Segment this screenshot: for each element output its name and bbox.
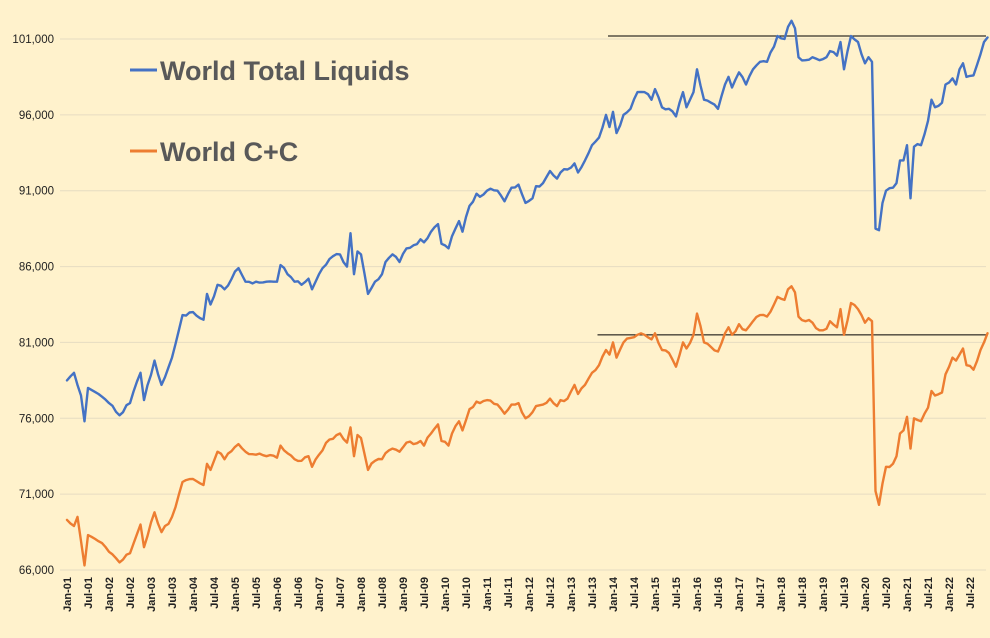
x-tick-label: Jul-20 <box>881 577 893 609</box>
x-tick-label: Jan-14 <box>608 576 620 612</box>
x-tick-label: Jul-11 <box>503 577 515 608</box>
x-tick-label: Jul-09 <box>419 577 431 609</box>
y-tick-label: 91,000 <box>19 186 54 198</box>
x-tick-label: Jan-04 <box>188 576 200 612</box>
x-tick-label: Jan-07 <box>314 577 326 612</box>
y-tick-label: 66,000 <box>19 565 54 577</box>
legend-label-world-cc: World C+C <box>160 137 298 167</box>
x-tick-label: Jan-16 <box>692 577 704 612</box>
x-tick-label: Jan-21 <box>902 577 914 612</box>
y-tick-label: 81,000 <box>19 337 54 349</box>
x-tick-label: Jan-13 <box>566 577 578 612</box>
y-tick-label: 71,000 <box>19 489 54 501</box>
x-tick-label: Jan-02 <box>104 577 116 612</box>
x-tick-label: Jan-09 <box>398 577 410 612</box>
x-tick-label: Jan-18 <box>776 577 788 612</box>
x-tick-label: Jul-15 <box>671 577 683 609</box>
x-tick-label: Jan-11 <box>482 577 494 611</box>
y-tick-label: 76,000 <box>19 413 54 425</box>
x-tick-label: Jul-19 <box>839 577 851 609</box>
x-tick-label: Jul-05 <box>251 577 263 609</box>
x-tick-label: Jan-12 <box>524 577 536 612</box>
gridlines <box>60 38 986 571</box>
x-tick-label: Jan-15 <box>650 577 662 612</box>
x-tick-label: Jan-17 <box>734 577 746 612</box>
x-tick-label: Jul-21 <box>923 577 935 609</box>
x-tick-label: Jan-20 <box>860 577 872 612</box>
x-tick-label: Jul-10 <box>461 577 473 609</box>
x-tick-label: Jul-14 <box>629 576 641 609</box>
x-tick-label: Jan-01 <box>62 577 74 612</box>
x-axis-ticks: Jan-01 Jul-01 Jan-02 Jul-02 Jan-03 Jul-03 Jan-… <box>62 576 977 612</box>
x-tick-label: Jul-22 <box>965 577 977 609</box>
y-tick-label: 96,000 <box>19 110 54 122</box>
x-tick-label: Jan-10 <box>440 577 452 612</box>
y-tick-label: 101,000 <box>12 34 54 46</box>
x-tick-label: Jul-02 <box>125 577 137 609</box>
x-tick-label: Jul-01 <box>83 577 95 609</box>
x-tick-label: Jul-04 <box>209 576 221 609</box>
x-tick-label: Jan-05 <box>230 577 242 612</box>
x-tick-label: Jul-07 <box>335 577 347 609</box>
x-tick-label: Jul-12 <box>545 577 557 609</box>
x-tick-label: Jul-17 <box>755 577 767 609</box>
reference-lines <box>597 35 986 336</box>
series-line-world-total-liquids <box>65 19 989 423</box>
x-tick-label: Jan-22 <box>944 577 956 612</box>
x-tick-label: Jul-03 <box>167 577 179 609</box>
x-tick-label: Jan-06 <box>272 577 284 612</box>
x-tick-label: Jul-16 <box>713 577 725 609</box>
legend: World Total Liquids World C+C <box>130 56 409 167</box>
legend-label-world-total-liquids: World Total Liquids <box>160 56 409 86</box>
series-lines <box>65 19 989 567</box>
x-tick-label: Jul-06 <box>293 577 305 609</box>
y-axis-ticks: 66,000 71,000 76,000 81,000 86,000 91,000 96,0… <box>12 34 54 577</box>
x-tick-label: Jan-19 <box>818 577 830 612</box>
x-tick-label: Jul-18 <box>797 577 809 609</box>
series-line-world-c-c <box>65 285 989 567</box>
x-tick-label: Jul-13 <box>587 577 599 609</box>
x-tick-label: Jan-03 <box>146 577 158 612</box>
y-tick-label: 86,000 <box>19 262 54 274</box>
x-tick-label: Jan-08 <box>356 577 368 612</box>
x-tick-label: Jul-08 <box>377 577 389 609</box>
